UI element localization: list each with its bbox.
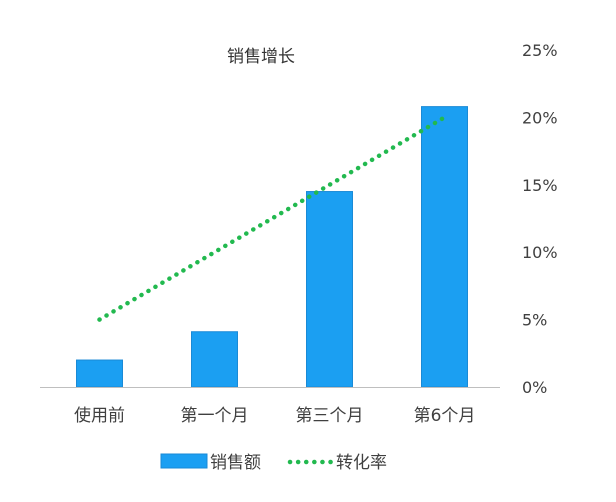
bars-layer — [77, 107, 468, 387]
y-tick-label-2: 10% — [522, 243, 558, 262]
y-tick-label-5: 25% — [522, 41, 558, 60]
x-tick-label-2: 第三个月 — [296, 406, 364, 426]
y-tick-label-4: 20% — [522, 108, 558, 127]
x-tick-label-0: 使用前 — [74, 405, 125, 426]
legend: 销售额 转化率 — [161, 453, 387, 473]
line-layer — [99, 117, 444, 319]
y-tick-label-3: 15% — [522, 176, 558, 195]
legend-bar-swatch — [161, 454, 207, 468]
x-tick-label-3: 第6个月 — [414, 406, 476, 426]
bar-1 — [192, 332, 238, 387]
x-tick-label-1: 第一个月 — [181, 406, 249, 426]
y-tick-label-1: 5% — [522, 311, 547, 330]
chart-title: 销售增长 — [227, 47, 295, 67]
y-tick-label-0: 0% — [522, 378, 547, 397]
legend-bar-label: 销售额 — [210, 453, 261, 473]
legend-line-label: 转化率 — [336, 453, 387, 473]
y-tick-labels: 0% 5% 10% 15% 20% 25% — [522, 41, 558, 397]
bar-2 — [307, 192, 353, 387]
bar-0 — [77, 360, 123, 387]
line-series-conversion — [100, 117, 445, 319]
x-tick-labels: 使用前 第一个月 第三个月 第6个月 — [74, 405, 475, 426]
bar-3 — [422, 107, 468, 387]
